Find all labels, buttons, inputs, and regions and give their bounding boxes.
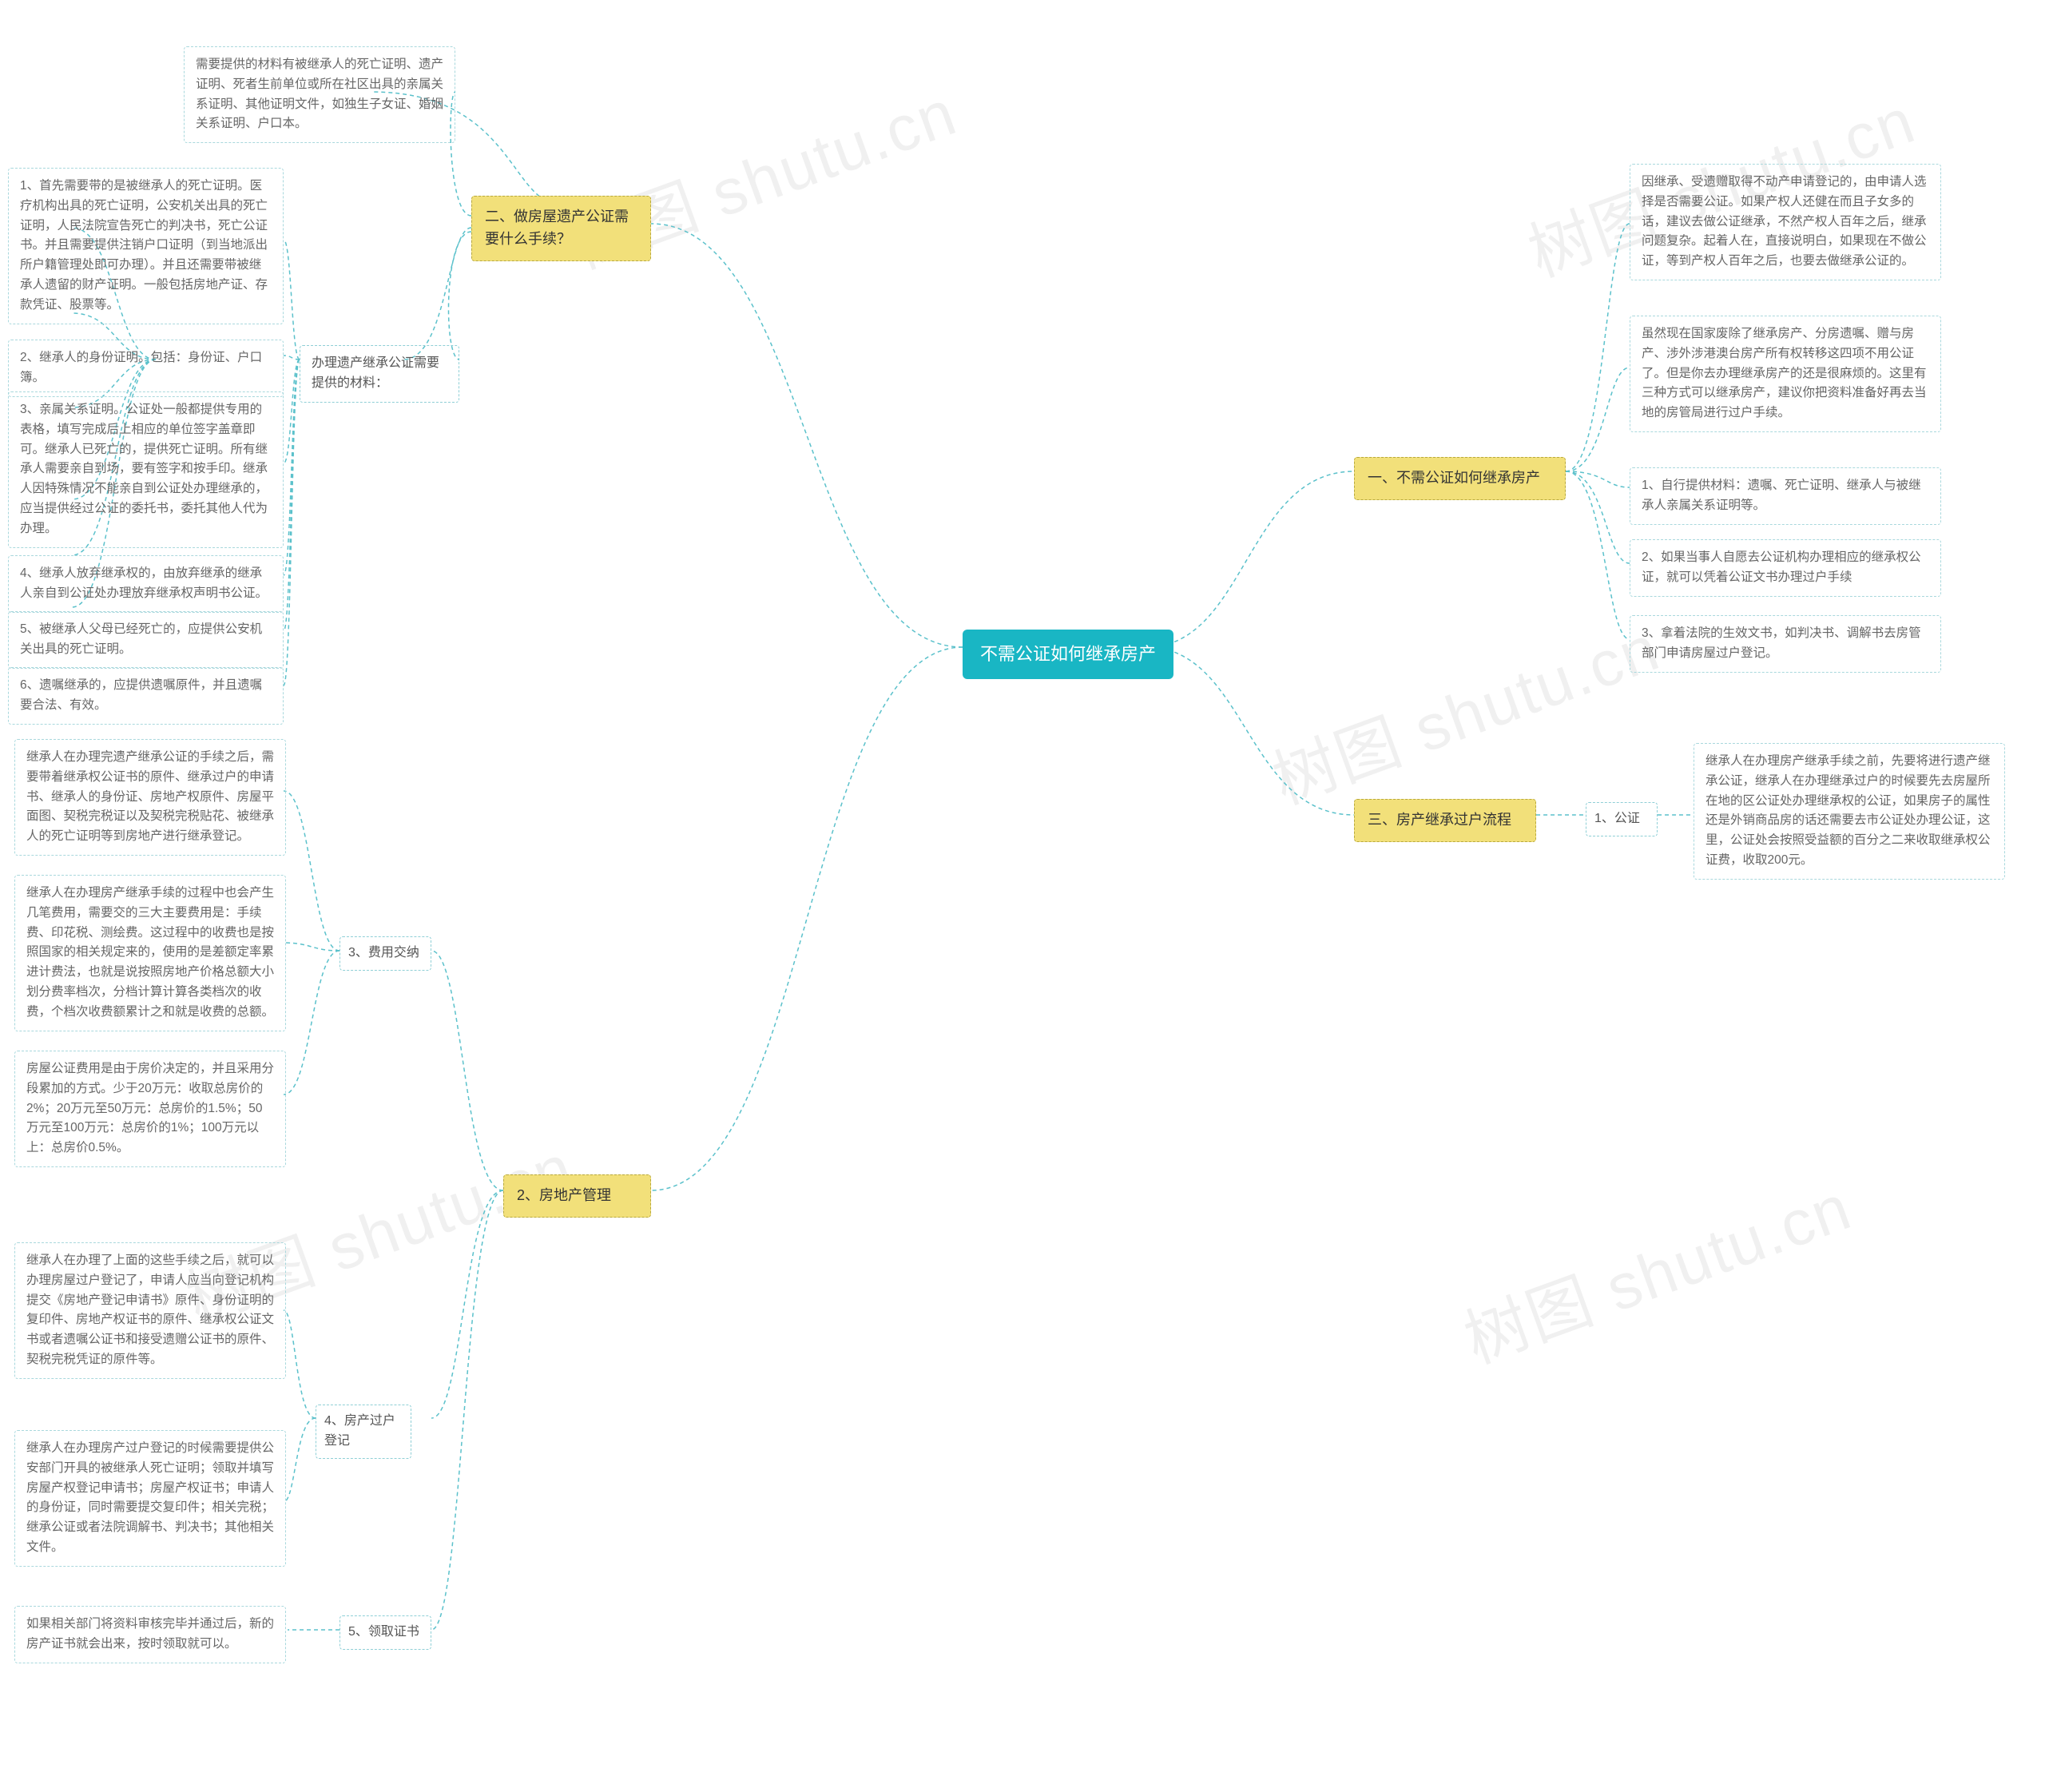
b2-m1: 1、首先需要带的是被继承人的死亡证明。医疗机构出具的死亡证明，公安机关出具的死亡… [8, 168, 284, 324]
b3-leaf: 继承人在办理房产继承手续之前，先要将进行遗产继承公证，继承人在办理继承过户的时候… [1694, 743, 2005, 880]
b4-sub5: 5、领取证书 [340, 1615, 431, 1650]
b4-s3-f2: 继承人在办理房产继承手续的过程中也会产生几笔费用，需要交的三大主要费用是：手续费… [14, 875, 286, 1031]
watermark: 树图 shutu.cn [1258, 597, 1670, 822]
b1-leaf-2: 虽然现在国家废除了继承房产、分房遗嘱、赠与房产、涉外涉港澳台房产所有权转移这四项… [1630, 316, 1941, 432]
branch-2: 二、做房屋遗产公证需要什么手续？ [471, 196, 651, 261]
b4-s4-g1: 继承人在办理了上面的这些手续之后，就可以办理房屋过户登记了，申请人应当向登记机构… [14, 1242, 286, 1379]
b1-leaf-4: 2、如果当事人自愿去公证机构办理相应的继承权公证，就可以凭着公证文书办理过户手续 [1630, 539, 1941, 597]
branch-4: 2、房地产管理 [503, 1174, 651, 1218]
b4-sub4: 4、房产过户登记 [316, 1405, 411, 1459]
b2-sub-materials: 办理遗产继承公证需要提供的材料： [300, 345, 459, 403]
b2-m2: 2、继承人的身份证明。包括：身份证、户口簿。 [8, 340, 284, 397]
b2-m6: 6、遗嘱继承的，应提供遗嘱原件，并且遗嘱要合法、有效。 [8, 667, 284, 725]
b4-s3-f3: 房屋公证费用是由于房价决定的，并且采用分段累加的方式。少于20万元：收取总房价的… [14, 1051, 286, 1167]
b4-s5-leaf: 如果相关部门将资料审核完毕并通过后，新的房产证书就会出来，按时领取就可以。 [14, 1606, 286, 1663]
b1-leaf-3: 1、自行提供材料：遗嘱、死亡证明、继承人与被继承人亲属关系证明等。 [1630, 467, 1941, 525]
b2-m3: 3、亲属关系证明。公证处一般都提供专用的表格，填写完成后上相应的单位签字盖章即可… [8, 391, 284, 548]
b2-m5: 5、被继承人父母已经死亡的，应提供公安机关出具的死亡证明。 [8, 611, 284, 669]
b4-s3-f1: 继承人在办理完遗产继承公证的手续之后，需要带着继承权公证书的原件、继承过户的申请… [14, 739, 286, 856]
b3-sub: 1、公证 [1586, 802, 1658, 836]
b4-s4-g2: 继承人在办理房产过户登记的时候需要提供公安部门开具的被继承人死亡证明；领取并填写… [14, 1430, 286, 1567]
b2-direct-leaf: 需要提供的材料有被继承人的死亡证明、遗产证明、死者生前单位或所在社区出具的亲属关… [184, 46, 455, 143]
b1-leaf-1: 因继承、受遗赠取得不动产申请登记的，由申请人选择是否需要公证。如果产权人还健在而… [1630, 164, 1941, 280]
branch-1: 一、不需公证如何继承房产 [1354, 457, 1566, 500]
root-node: 不需公证如何继承房产 [963, 630, 1173, 679]
watermark: 树图 shutu.cn [1450, 1156, 1862, 1381]
b1-leaf-5: 3、拿着法院的生效文书，如判决书、调解书去房管部门申请房屋过户登记。 [1630, 615, 1941, 673]
branch-3: 三、房产继承过户流程 [1354, 799, 1536, 842]
b2-m4: 4、继承人放弃继承权的，由放弃继承的继承人亲自到公证处办理放弃继承权声明书公证。 [8, 555, 284, 613]
b4-sub3: 3、费用交纳 [340, 936, 431, 971]
